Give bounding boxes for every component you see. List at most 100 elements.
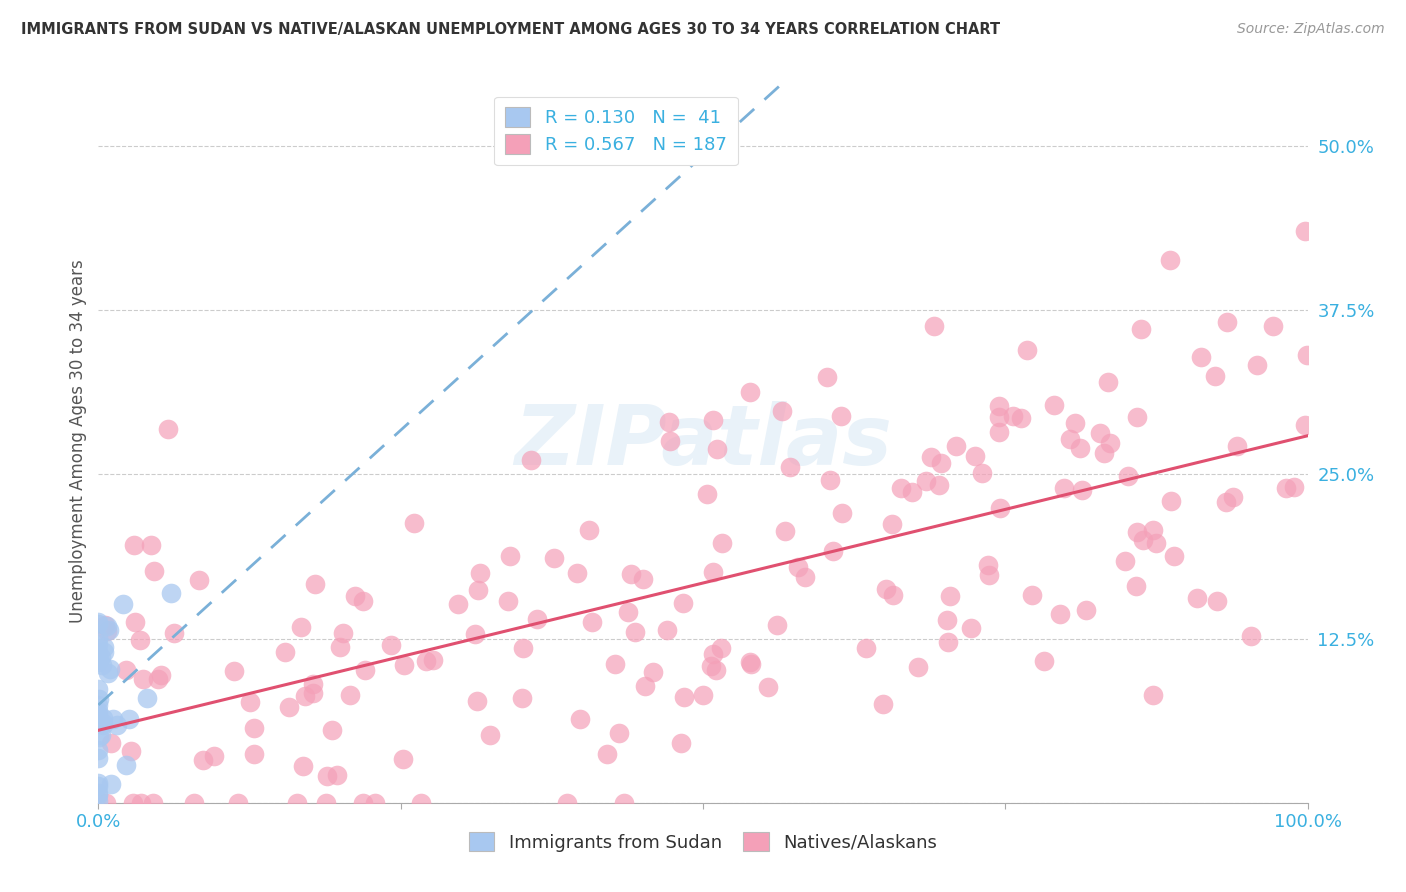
Point xyxy=(936,635,959,649)
Point xyxy=(239,695,262,709)
Point xyxy=(1076,603,1098,617)
Point xyxy=(581,615,603,630)
Point xyxy=(94,617,117,632)
Point xyxy=(1294,417,1316,432)
Point xyxy=(1216,315,1239,329)
Point xyxy=(1222,490,1244,504)
Point xyxy=(243,747,266,761)
Point xyxy=(498,549,520,563)
Point xyxy=(302,686,325,700)
Point xyxy=(988,425,1011,440)
Point xyxy=(543,551,565,566)
Point xyxy=(157,422,180,436)
Point xyxy=(692,688,714,702)
Legend: Immigrants from Sudan, Natives/Alaskans: Immigrants from Sudan, Natives/Alaskans xyxy=(461,824,945,859)
Point xyxy=(202,749,225,764)
Point xyxy=(1059,432,1081,446)
Point xyxy=(567,566,589,580)
Point xyxy=(1015,343,1038,357)
Point xyxy=(609,726,631,740)
Point xyxy=(672,596,695,610)
Point xyxy=(1049,607,1071,621)
Point xyxy=(87,786,110,800)
Point xyxy=(226,796,249,810)
Point xyxy=(658,415,681,429)
Point xyxy=(510,690,533,705)
Point xyxy=(1098,436,1121,450)
Point xyxy=(907,660,929,674)
Point xyxy=(422,653,444,667)
Point xyxy=(478,728,501,742)
Point xyxy=(87,776,110,790)
Point xyxy=(979,568,1001,582)
Point xyxy=(890,481,912,495)
Point xyxy=(1295,348,1317,362)
Point xyxy=(274,645,297,659)
Point xyxy=(87,705,110,719)
Point xyxy=(830,409,852,423)
Point xyxy=(290,620,312,634)
Point xyxy=(704,663,727,677)
Point xyxy=(87,698,110,712)
Point xyxy=(855,640,877,655)
Point xyxy=(139,537,162,551)
Point xyxy=(770,404,793,418)
Point xyxy=(87,645,110,659)
Point xyxy=(988,399,1011,413)
Point xyxy=(87,743,110,757)
Point xyxy=(1142,523,1164,537)
Point xyxy=(87,789,110,803)
Point xyxy=(655,623,678,637)
Point xyxy=(1189,350,1212,364)
Point xyxy=(97,665,120,680)
Point xyxy=(187,573,209,587)
Point xyxy=(710,641,733,656)
Point xyxy=(936,613,959,627)
Point xyxy=(105,717,128,731)
Point xyxy=(696,487,718,501)
Point xyxy=(87,794,110,808)
Point xyxy=(118,712,141,726)
Point xyxy=(520,453,543,467)
Point xyxy=(779,459,801,474)
Point xyxy=(316,769,339,783)
Point xyxy=(96,624,118,638)
Point xyxy=(1185,591,1208,605)
Point xyxy=(150,668,173,682)
Point xyxy=(285,796,308,810)
Point xyxy=(163,625,186,640)
Point xyxy=(142,564,165,578)
Point xyxy=(415,653,437,667)
Point xyxy=(702,565,724,579)
Point xyxy=(404,516,426,530)
Point xyxy=(464,627,486,641)
Point xyxy=(928,478,950,492)
Point xyxy=(470,566,492,580)
Point xyxy=(93,715,115,730)
Point xyxy=(124,615,146,630)
Point xyxy=(132,673,155,687)
Point xyxy=(613,796,636,810)
Point xyxy=(87,655,110,669)
Point xyxy=(875,582,897,596)
Point xyxy=(1144,536,1167,550)
Point xyxy=(122,796,145,810)
Point xyxy=(339,688,361,702)
Point xyxy=(920,450,942,464)
Point xyxy=(1116,469,1139,483)
Point xyxy=(700,659,723,673)
Point xyxy=(945,439,967,453)
Point xyxy=(1163,549,1185,563)
Point xyxy=(793,570,815,584)
Point xyxy=(135,691,157,706)
Point xyxy=(87,779,110,793)
Point xyxy=(775,524,797,539)
Point xyxy=(98,662,121,676)
Point xyxy=(740,657,762,672)
Point xyxy=(901,485,924,500)
Point xyxy=(394,658,416,673)
Point xyxy=(1002,409,1025,424)
Point xyxy=(641,665,664,679)
Point xyxy=(111,597,134,611)
Point xyxy=(1132,533,1154,548)
